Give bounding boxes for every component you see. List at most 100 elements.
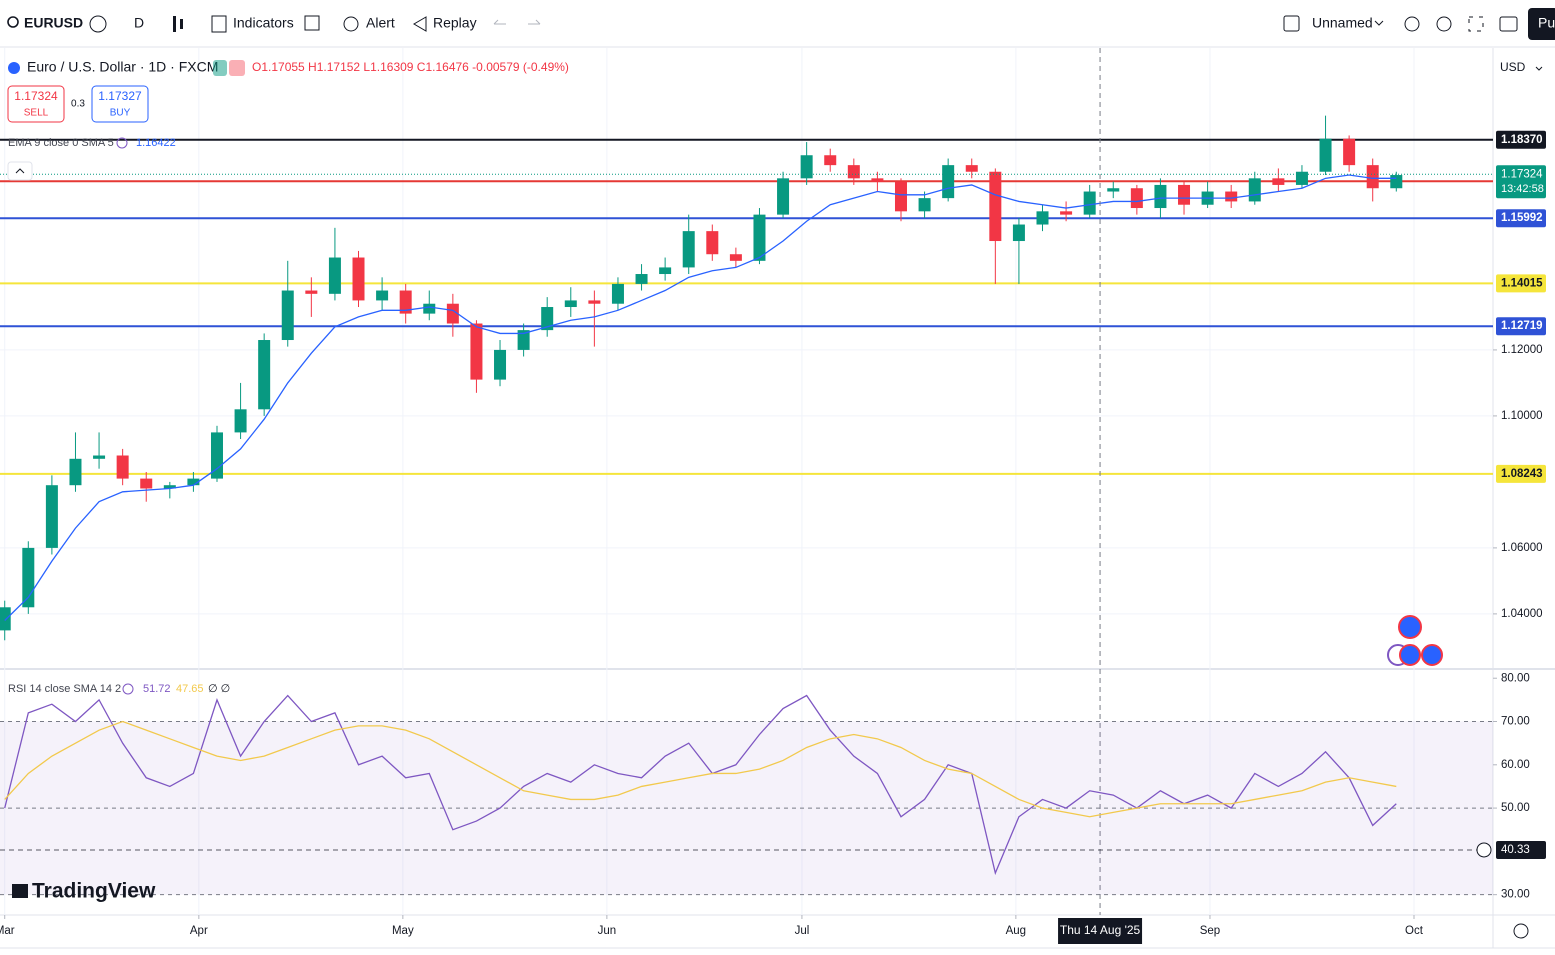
chart-type-icon[interactable] [173,16,176,32]
y-tick-label: 1.10000 [1501,410,1543,422]
candle-body [1130,188,1143,209]
ohlc-values: O1.17055 H1.17152 L1.16309 C1.16476 -0.0… [252,60,569,74]
candle-body [918,198,931,212]
replay-icon[interactable] [413,16,427,32]
fullscreen-icon[interactable] [1468,16,1484,32]
ema-legend[interactable]: EMA 9 close 0 SMA 5 [8,137,114,149]
candle-body [305,290,318,294]
candle-body [564,300,577,308]
rsi-marker-label: 40.33 [1501,844,1530,856]
level-label: 1.12719 [1501,320,1543,332]
symbol-name: Euro / U.S. Dollar · 1D · FXCM [27,59,218,75]
snapshot-icon[interactable] [1499,16,1518,32]
alert-button[interactable]: Alert [366,15,395,31]
candle-body [1272,178,1285,185]
collapse-button[interactable] [7,161,33,181]
candle-body [376,290,389,301]
rsi-sma-value: 47.65 [176,683,204,695]
candle-body [140,478,153,489]
candle-body [1060,211,1073,215]
collapse-arrow [15,168,25,174]
candle-body [894,181,907,212]
market-status [213,60,227,76]
candle-body [399,290,412,314]
candle-body [93,455,106,459]
layout-checkbox[interactable] [1283,15,1300,32]
candle-body [22,547,35,608]
candle-body [45,485,58,548]
bar-countdown: 13:42:58 [1501,183,1544,195]
x-tick-label: Aug [1006,925,1026,937]
interval[interactable]: D [134,15,144,31]
candle-body [423,303,436,314]
candle-body [328,257,341,294]
candle-body [682,231,695,268]
candle-body [1012,224,1025,242]
candle-body [116,455,129,479]
spread: 0.3 [71,99,85,110]
ema-value: 1.16422 [136,137,176,149]
layout-name[interactable]: Unnamed [1312,15,1373,31]
y-tick-label: 60.00 [1501,759,1530,771]
candle-body [69,458,82,486]
publish-button[interactable] [1528,8,1555,40]
last-price-label-bg [1496,165,1546,199]
candle-body [1319,138,1332,172]
brand: TradingView [32,880,156,903]
rsi-extra: ∅ ∅ [208,683,230,695]
currency[interactable]: USD [1500,60,1526,74]
candle-body [847,165,860,179]
y-tick-label: 70.00 [1501,716,1530,728]
candle-body [800,155,813,179]
sell-button[interactable] [7,85,65,123]
symbol[interactable]: EURUSD [24,15,83,31]
event-icon[interactable] [1398,615,1422,639]
rsi-line [4,720,1397,818]
x-tick-label: Jul [795,925,810,937]
candle-body [1390,175,1403,189]
y-tick-label: 50.00 [1501,802,1530,814]
y-tick-label: 1.06000 [1501,542,1543,554]
rsi-legend[interactable]: RSI 14 close SMA 14 2 [8,683,121,695]
y-tick-label: 80.00 [1501,672,1530,684]
x-tick-label: May [392,925,414,937]
redo-icon[interactable] [528,19,541,25]
publish-label: Pu [1538,15,1555,31]
currency-dropdown [1535,66,1543,71]
templates-icon[interactable] [304,15,320,31]
indicators-button[interactable]: Indicators [233,15,294,31]
settings-icon[interactable] [1436,16,1452,32]
undo-icon[interactable] [493,19,506,25]
x-tick-label: Jun [598,925,617,937]
candle-body [1248,178,1261,202]
candle-body [281,290,294,341]
candle-body [729,254,742,261]
level-label-bg [1496,274,1546,293]
add-symbol-icon[interactable] [89,15,107,33]
indicators-icon[interactable] [211,15,227,33]
alert-icon[interactable] [343,16,359,32]
y-tick-label: 30.00 [1501,889,1530,901]
event-icon[interactable] [1399,644,1421,666]
buy-label: BUY [110,108,131,119]
candle-body [1343,138,1356,166]
level-label-bg [1496,209,1546,228]
candle-body [1036,211,1049,225]
quick-search-icon[interactable] [1404,16,1420,32]
candle-body [541,307,554,331]
layout-dropdown[interactable] [1374,20,1384,26]
candle-body [777,178,790,215]
y-tick-label: 1.12000 [1501,344,1543,356]
candle-body [659,267,672,275]
candle-body [1295,171,1308,185]
buy-button[interactable] [91,85,149,123]
candle-body [989,171,1002,242]
event-icon[interactable] [1421,644,1443,666]
axis-settings-icon[interactable] [1513,923,1529,939]
candle-body [210,432,223,479]
search-icon[interactable] [7,16,19,28]
last-price-label: 1.17324 [1501,168,1543,180]
replay-button[interactable]: Replay [433,15,477,31]
candle-body [942,165,955,199]
